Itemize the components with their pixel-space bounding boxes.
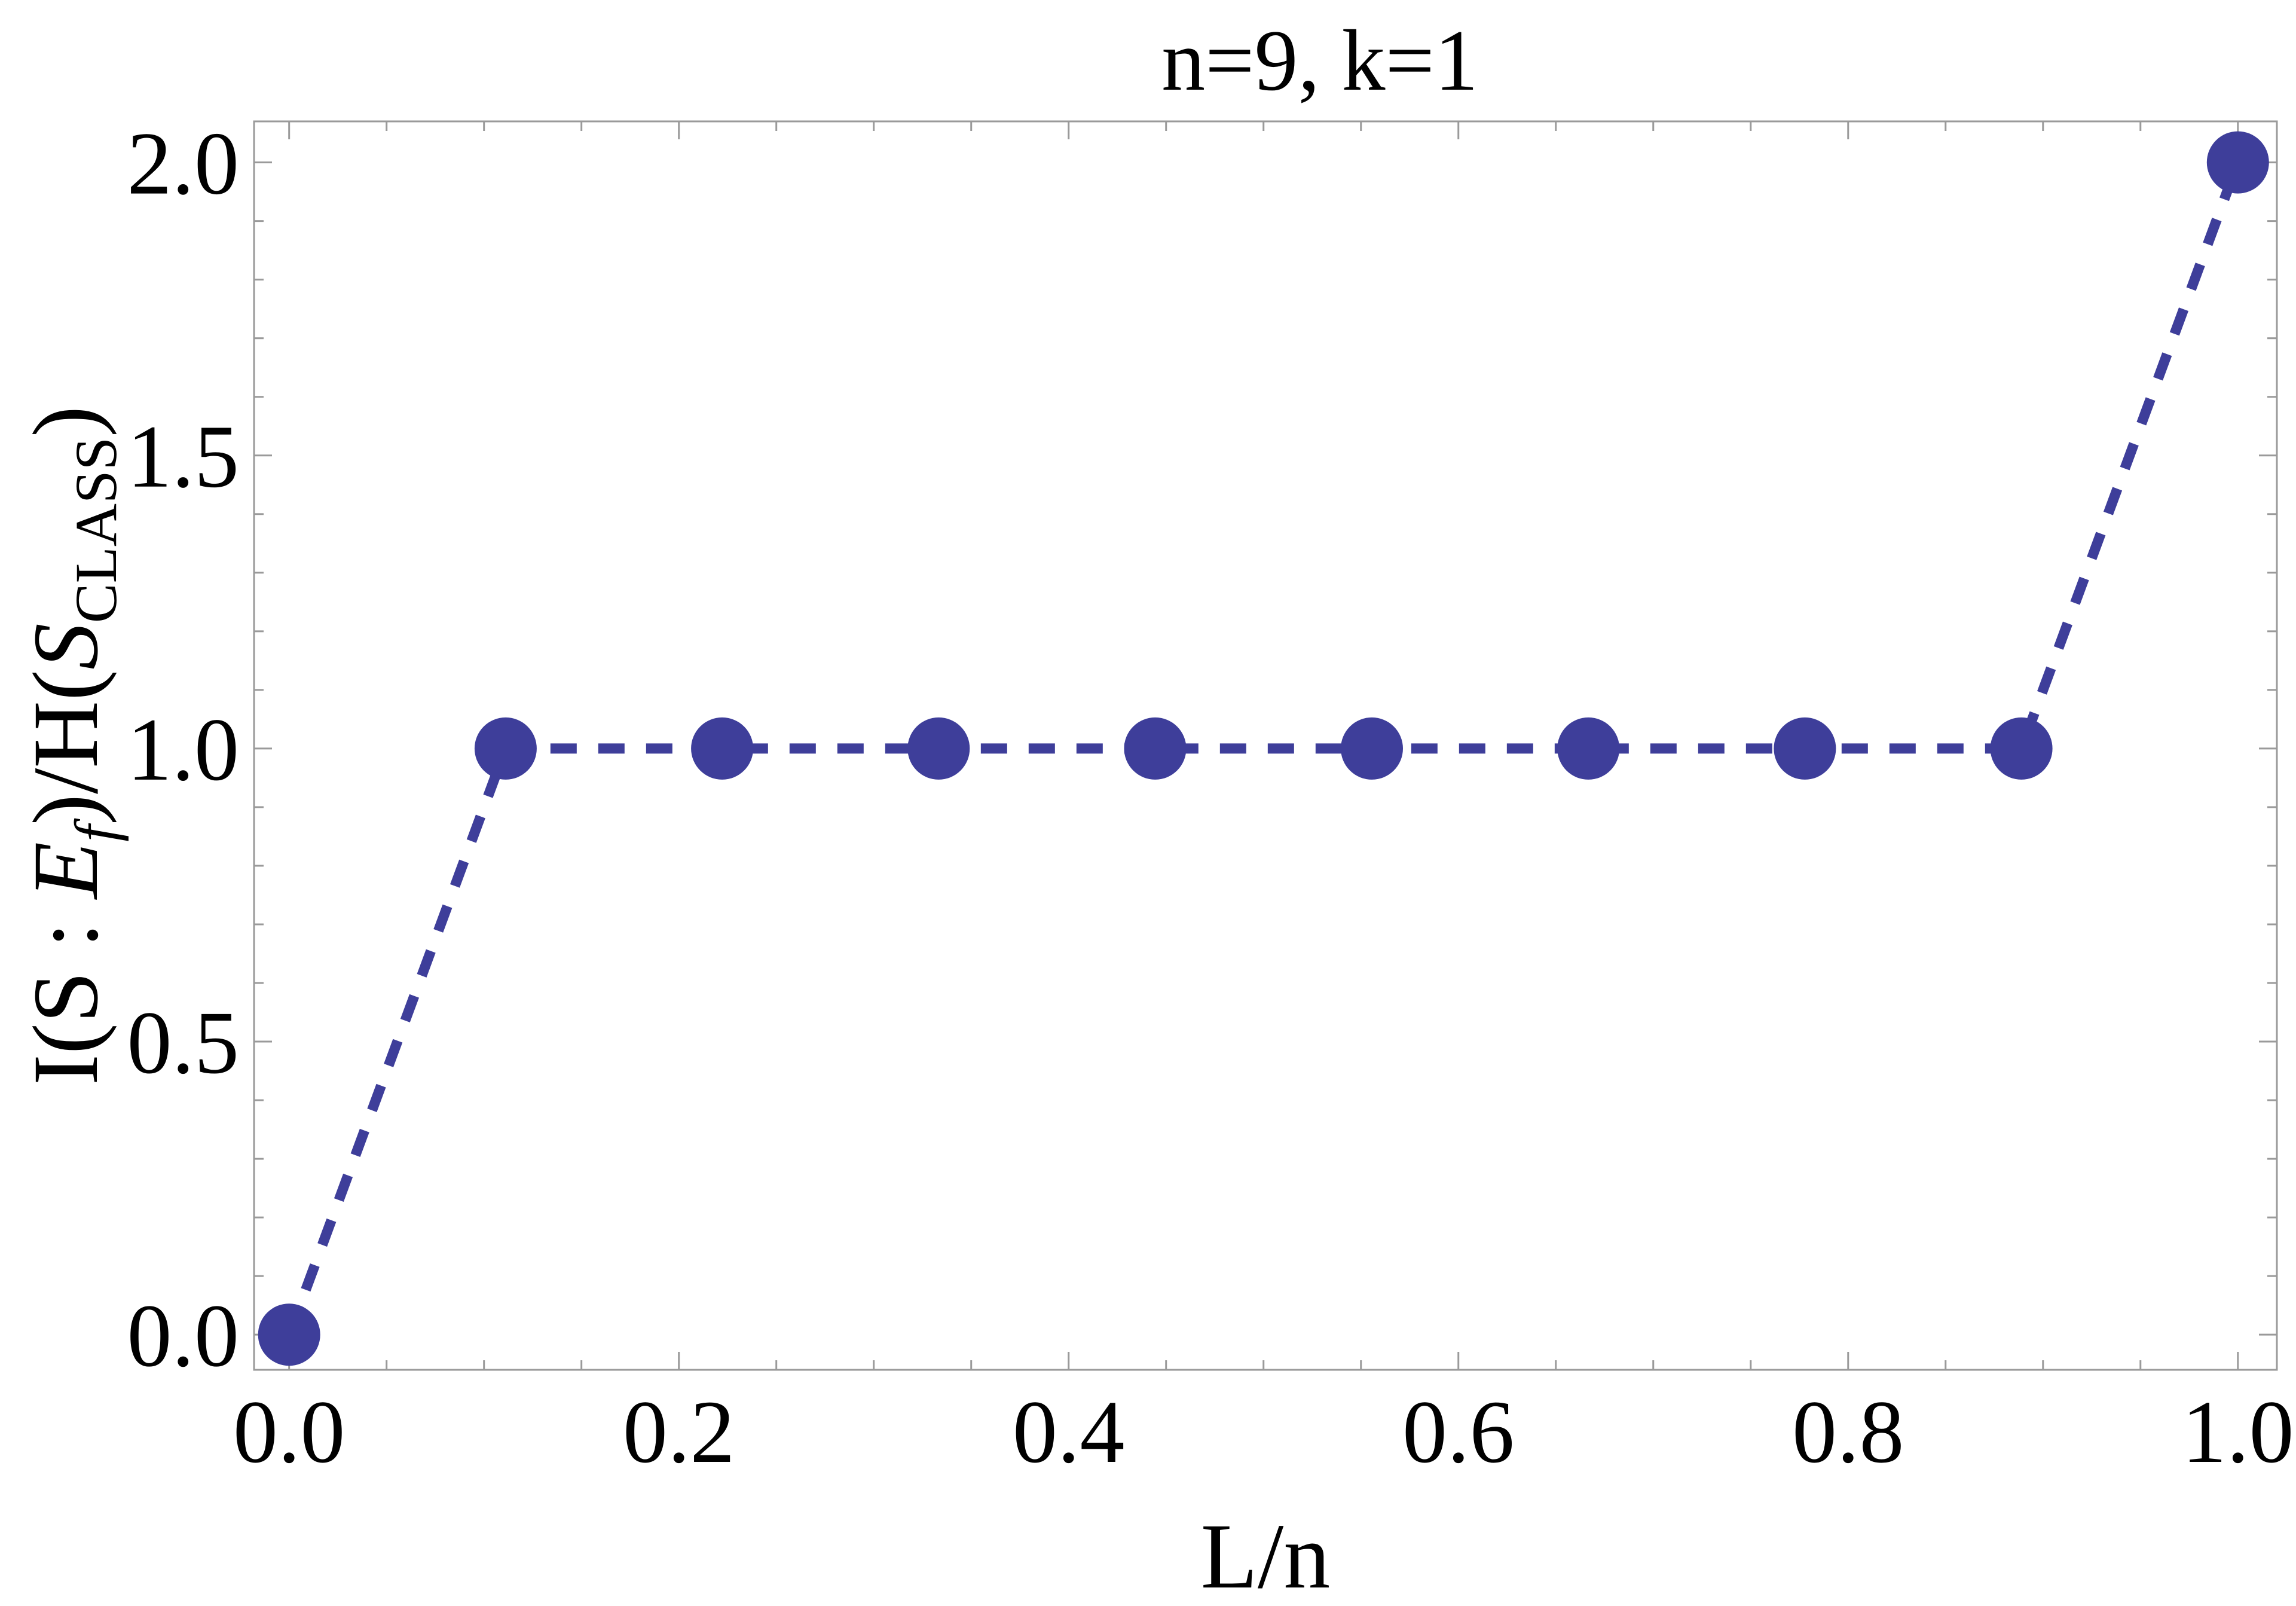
x-axis-label: L/n: [1201, 1504, 1331, 1606]
data-point: [1124, 717, 1187, 780]
y-axis-label-var2-sub: CLASS: [63, 437, 129, 623]
x-tick-label: 0.2: [623, 1382, 735, 1482]
x-tick-label: 0.0: [233, 1382, 346, 1482]
y-tick-labels: 0.0 0.5 1.0 1.5 2.0: [127, 114, 240, 1386]
x-tick-label: 0.4: [1013, 1382, 1125, 1482]
data-point: [691, 717, 754, 780]
y-tick-label: 0.5: [127, 993, 240, 1092]
data-point: [2206, 131, 2269, 194]
y-axis-label-middle: )/H(: [14, 670, 117, 825]
y-tick-label: 2.0: [127, 114, 240, 213]
data-point: [1774, 717, 1836, 780]
x-tick-label: 0.6: [1402, 1382, 1515, 1482]
x-tick-label: 1.0: [2182, 1382, 2294, 1482]
y-tick-label: 1.0: [127, 700, 240, 799]
x-tick-label: 0.8: [1792, 1382, 1904, 1482]
data-point: [907, 717, 970, 780]
series-line: [284, 160, 2243, 1337]
series-layer: [258, 131, 2269, 1366]
y-axis-label-prefix: I(S :: [14, 899, 117, 1085]
y-ticks: [254, 161, 2277, 1336]
data-point: [1557, 717, 1620, 780]
data-point: [1990, 717, 2053, 780]
data-point: [474, 717, 537, 780]
y-axis-label: I(S : Ef)/H(SCLASS): [14, 406, 129, 1085]
plot-frame: [253, 120, 2278, 1371]
y-tick-label: 1.5: [127, 407, 240, 506]
x-tick-labels: 0.0 0.2 0.4 0.6 0.8 1.0: [233, 1382, 2294, 1482]
y-axis-label-suffix: ): [14, 406, 117, 437]
x-ticks: [288, 121, 2239, 1370]
data-point: [1341, 717, 1403, 780]
data-point: [258, 1303, 320, 1366]
y-tick-label: 0.0: [127, 1286, 240, 1385]
y-axis-label-var2: S: [14, 623, 117, 670]
chart-title: n=9, k=1: [1161, 12, 1478, 109]
y-axis-label-var: E: [14, 842, 117, 900]
